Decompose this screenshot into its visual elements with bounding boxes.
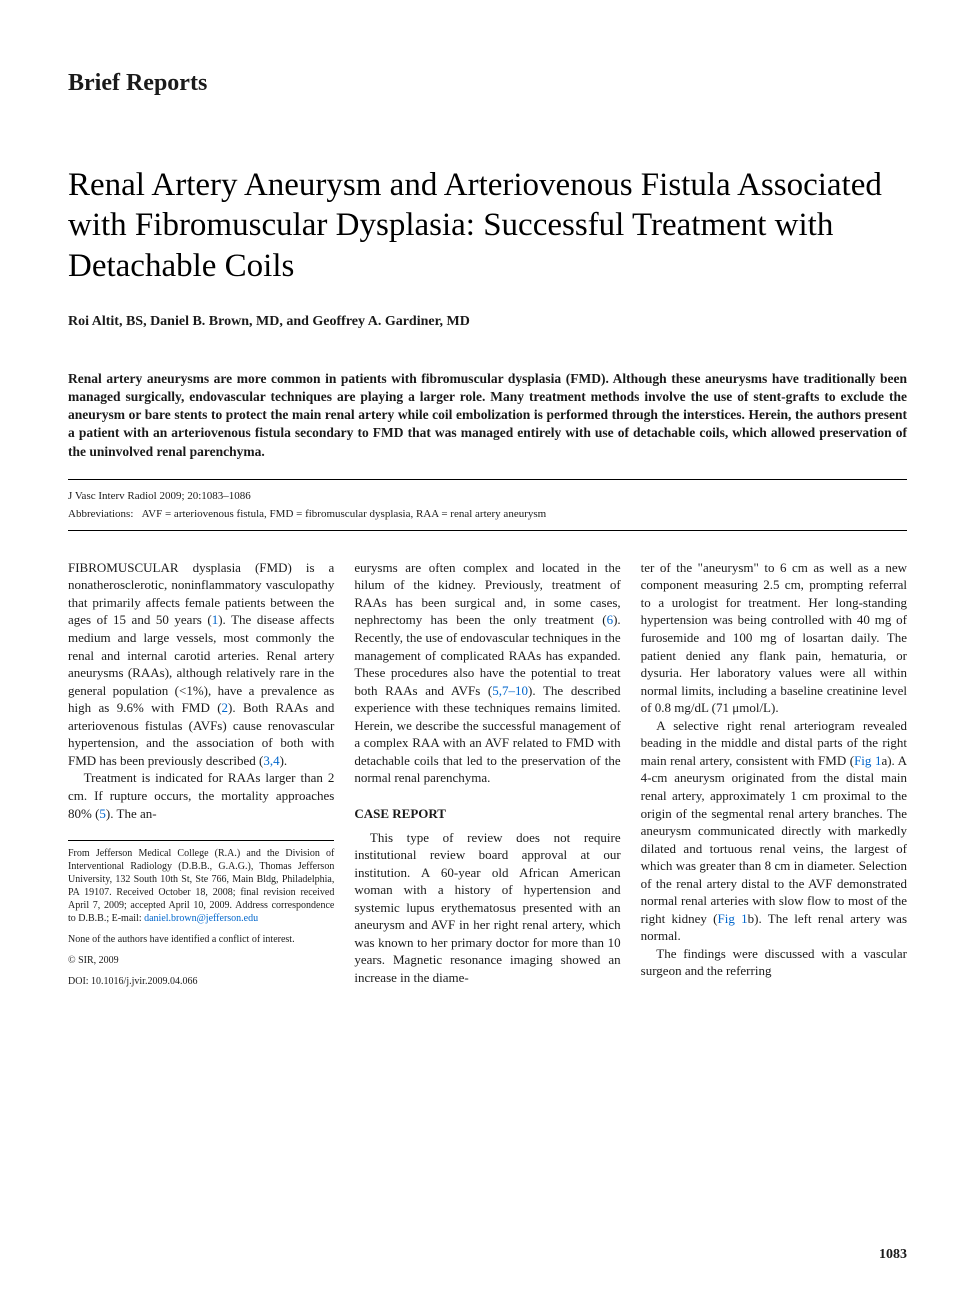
- col2-para1: eurysms are often complex and located in…: [354, 559, 620, 787]
- col1-para1: FIBROMUSCULAR dysplasia (FMD) is a nonat…: [68, 559, 334, 770]
- divider-bottom: [68, 530, 907, 531]
- column-1: FIBROMUSCULAR dysplasia (FMD) is a nonat…: [68, 559, 334, 996]
- col1-p1-d: ).: [280, 753, 288, 768]
- section-label: Brief Reports: [68, 70, 907, 97]
- abstract-text: Renal artery aneurysms are more common i…: [68, 370, 907, 461]
- affiliation-block: From Jefferson Medical College (R.A.) an…: [68, 847, 334, 925]
- col3-para1: ter of the "aneurysm" to 6 cm as well as…: [641, 559, 907, 717]
- abbreviations-text: AVF = arteriovenous fistula, FMD = fibro…: [142, 508, 547, 520]
- abbreviations-line: Abbreviations: AVF = arteriovenous fistu…: [68, 508, 907, 520]
- case-report-heading: CASE REPORT: [354, 805, 620, 823]
- authors-line: Roi Altit, BS, Daniel B. Brown, MD, and …: [68, 314, 907, 330]
- fig-link-1a[interactable]: Fig 1: [854, 753, 881, 768]
- page-number: 1083: [879, 1247, 907, 1263]
- body-columns: FIBROMUSCULAR dysplasia (FMD) is a nonat…: [68, 559, 907, 996]
- dropcap: FIBROMUSCULAR: [68, 560, 179, 575]
- email-link[interactable]: daniel.brown@jefferson.edu: [144, 913, 258, 924]
- col1-p2-b: ). The an-: [106, 806, 157, 821]
- affiliation-divider: [68, 840, 334, 841]
- col3-p2-b: a). A 4-cm aneurysm originated from the …: [641, 753, 907, 926]
- abbreviations-label: Abbreviations:: [68, 508, 133, 520]
- column-3: ter of the "aneurysm" to 6 cm as well as…: [641, 559, 907, 996]
- ref-link-3-4[interactable]: 3,4: [263, 753, 279, 768]
- col2-p1-a: eurysms are often complex and located in…: [354, 560, 620, 628]
- column-2: eurysms are often complex and located in…: [354, 559, 620, 996]
- divider-top: [68, 479, 907, 480]
- article-title: Renal Artery Aneurysm and Arteriovenous …: [68, 165, 907, 286]
- col1-para2: Treatment is indicated for RAAs larger t…: [68, 769, 334, 822]
- journal-citation: J Vasc Interv Radiol 2009; 20:1083–1086: [68, 490, 907, 502]
- col2-para2: This type of review does not require ins…: [354, 829, 620, 987]
- col3-para2: A selective right renal arteriogram reve…: [641, 717, 907, 945]
- doi-line: DOI: 10.1016/j.jvir.2009.04.066: [68, 975, 334, 988]
- col2-p1-c: ). The described experience with these t…: [354, 683, 620, 786]
- ref-link-5-7-10[interactable]: 5,7–10: [492, 683, 528, 698]
- copyright-line: © SIR, 2009: [68, 954, 334, 967]
- col3-para3: The findings were discussed with a vascu…: [641, 945, 907, 980]
- conflict-statement: None of the authors have identified a co…: [68, 933, 334, 946]
- fig-link-1b[interactable]: Fig 1: [718, 911, 748, 926]
